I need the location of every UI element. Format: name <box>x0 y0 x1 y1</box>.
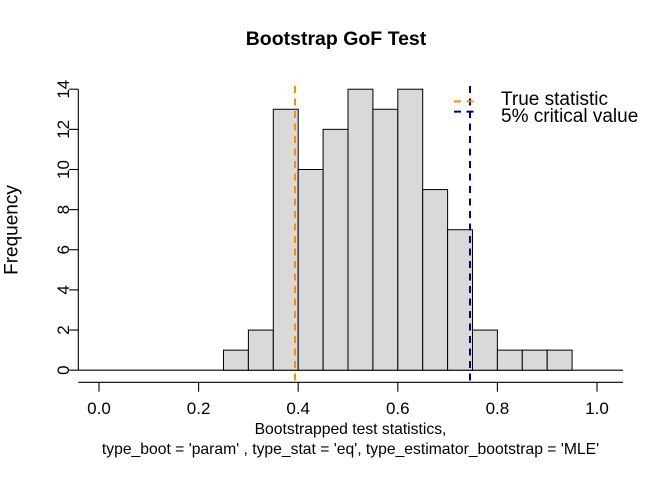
svg-text:0.4: 0.4 <box>286 399 310 418</box>
svg-text:12: 12 <box>54 120 73 139</box>
svg-text:2: 2 <box>54 325 73 334</box>
svg-text:0.2: 0.2 <box>187 399 211 418</box>
svg-text:0.0: 0.0 <box>87 399 111 418</box>
svg-text:4: 4 <box>54 285 73 294</box>
svg-text:1.0: 1.0 <box>585 399 609 418</box>
svg-text:14: 14 <box>54 80 73 99</box>
svg-text:8: 8 <box>54 205 73 214</box>
svg-text:5% critical value: 5% critical value <box>501 106 638 127</box>
svg-text:10: 10 <box>54 160 73 179</box>
svg-text:Bootstrap GoF Test: Bootstrap GoF Test <box>246 28 427 50</box>
svg-text:6: 6 <box>54 245 73 254</box>
svg-text:Bootstrapped test statistics,: Bootstrapped test statistics, <box>255 421 447 438</box>
svg-text:Frequency: Frequency <box>2 185 23 275</box>
svg-text:0.6: 0.6 <box>386 399 410 418</box>
svg-text:0: 0 <box>54 365 73 374</box>
svg-text:0.8: 0.8 <box>486 399 510 418</box>
svg-text:type_boot = 'param' , type_sta: type_boot = 'param' , type_stat = 'eq', … <box>102 441 599 458</box>
